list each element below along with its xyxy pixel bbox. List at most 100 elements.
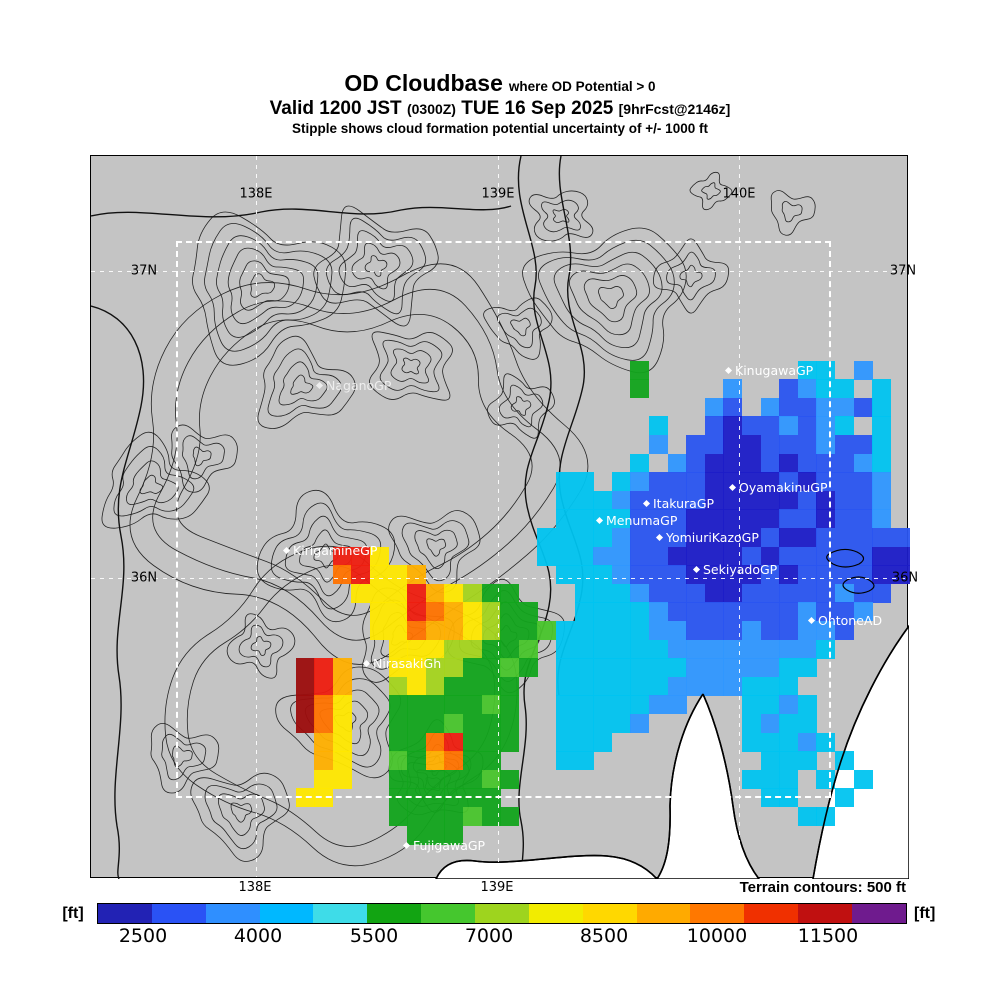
cloudbase-cell bbox=[649, 658, 668, 678]
cloudbase-cell bbox=[779, 490, 799, 510]
cloudbase-cell bbox=[797, 695, 817, 715]
cloudbase-cell bbox=[425, 639, 445, 659]
coastline-strokes bbox=[435, 625, 909, 879]
cloudbase-cell bbox=[835, 621, 854, 640]
cloudbase-cell bbox=[723, 639, 743, 659]
cloudbase-cell bbox=[853, 435, 873, 454]
terrain-contour bbox=[270, 502, 382, 610]
cloudbase-cell bbox=[704, 509, 724, 529]
longitude-gridline-138e bbox=[256, 156, 257, 877]
lat-label: 36N bbox=[891, 570, 919, 586]
colorbar-tick-label: 4000 bbox=[233, 925, 283, 947]
cloudbase-cell bbox=[332, 769, 352, 789]
cloudbase-cell bbox=[481, 695, 501, 715]
station-label: NirasakiGh bbox=[373, 656, 442, 671]
cloudbase-cell bbox=[760, 565, 780, 585]
title-line: OD Cloudbase where OD Potential > 0 bbox=[0, 70, 1000, 97]
cloudbase-cell bbox=[853, 490, 873, 510]
cloudbase-cell bbox=[593, 714, 613, 733]
cloudbase-cell bbox=[425, 825, 445, 845]
cloudbase-cell bbox=[537, 546, 557, 566]
terrain-contour bbox=[510, 317, 531, 337]
cloudbase-cell bbox=[388, 751, 408, 771]
colorbar-segment bbox=[528, 904, 583, 923]
forecast-tag: [9hrFcst@2146z] bbox=[618, 101, 731, 117]
cloudbase-cell bbox=[556, 528, 575, 547]
cloudbase-cell bbox=[370, 602, 389, 622]
terrain-contour bbox=[275, 666, 402, 779]
cloudbase-cell bbox=[444, 807, 464, 826]
colorbar-segment bbox=[475, 904, 529, 923]
lat-label: 37N bbox=[889, 263, 917, 279]
cloudbase-cell bbox=[407, 751, 427, 771]
station-label: OhtoneAD bbox=[818, 613, 883, 628]
cloudbase-cell bbox=[760, 397, 780, 417]
lat-label: 36N bbox=[130, 570, 158, 586]
colorbar-tick-label: 11500 bbox=[797, 925, 859, 947]
cloudbase-cell bbox=[686, 453, 706, 473]
terrain-contour bbox=[666, 251, 716, 301]
cloudbase-cell bbox=[370, 583, 389, 603]
map-area: 138E 139E 140E 37N 37N 36N 36N NaganoGP Kinugawa… bbox=[90, 155, 918, 879]
cloudbase-cell bbox=[574, 658, 594, 678]
terrain-contour bbox=[226, 613, 296, 679]
cloudbase-cell bbox=[872, 453, 892, 473]
cloudbase-cell bbox=[667, 453, 687, 473]
cloudbase-cell bbox=[407, 676, 427, 696]
cloudbase-cell bbox=[779, 509, 799, 529]
cloudbase-cell bbox=[481, 732, 501, 752]
colorbar-tick-label: 7000 bbox=[464, 925, 514, 947]
cloudbase-cell bbox=[556, 621, 575, 640]
cloudbase-cell bbox=[500, 658, 520, 678]
terrain-contour bbox=[583, 275, 638, 323]
cloudbase-cell bbox=[556, 751, 575, 771]
cloudbase-cell bbox=[649, 546, 668, 566]
cloudbase-cell bbox=[779, 732, 799, 752]
coastline-overlay-svg bbox=[435, 548, 909, 879]
cloudbase-cell bbox=[779, 602, 799, 622]
cloudbase-cell bbox=[574, 546, 594, 566]
cloudbase-cell bbox=[444, 695, 464, 715]
cloudbase-cell bbox=[370, 546, 389, 566]
valid-zulu: (0300Z) bbox=[406, 101, 456, 117]
cloudbase-cell bbox=[853, 528, 873, 547]
station-label: ItakuraGP bbox=[653, 496, 715, 511]
station-label: YomiuriKazoGP bbox=[666, 530, 759, 545]
cloudbase-cell bbox=[760, 621, 780, 640]
cloudbase-cell bbox=[872, 397, 892, 417]
terrain-contour bbox=[250, 636, 272, 656]
cloudbase-cell bbox=[760, 658, 780, 678]
cloudbase-cell bbox=[760, 453, 780, 473]
cloudbase-cell bbox=[853, 472, 873, 492]
cloudbase-cell bbox=[742, 695, 761, 715]
colorbar-segment bbox=[582, 904, 637, 923]
cloudbase-cell bbox=[742, 453, 761, 473]
cloudbase-cell bbox=[574, 639, 594, 659]
cloudbase-cell bbox=[332, 695, 352, 715]
cloudbase-cell bbox=[407, 583, 427, 603]
cloudbase-cell bbox=[351, 583, 371, 603]
cloudbase-cell bbox=[742, 509, 761, 529]
cloudbase-cell bbox=[518, 639, 538, 659]
cloudbase-cell bbox=[611, 490, 631, 510]
cloudbase-cell bbox=[742, 621, 761, 640]
terrain-contour bbox=[238, 624, 284, 668]
cloudbase-cell bbox=[630, 639, 650, 659]
terrain-contour bbox=[369, 331, 453, 401]
cloudbase-cell bbox=[779, 435, 799, 454]
cloudbase-cell bbox=[500, 583, 520, 603]
cloudbase-cell bbox=[649, 435, 668, 454]
cloudbase-cell bbox=[332, 732, 352, 752]
cloudbase-cell bbox=[444, 732, 464, 752]
cloudbase-cell bbox=[667, 546, 687, 566]
colorbar-segment bbox=[421, 904, 476, 923]
cloudbase-cell bbox=[667, 695, 687, 715]
cloudbase-cell bbox=[574, 472, 594, 492]
cloudbase-cell bbox=[686, 472, 706, 492]
cloudbase-cell bbox=[630, 546, 650, 566]
cloudbase-cell bbox=[760, 528, 780, 547]
cloudbase-cell bbox=[388, 732, 408, 752]
station-label: SekiyadoGP bbox=[703, 562, 778, 577]
cloudbase-cell bbox=[537, 621, 557, 640]
